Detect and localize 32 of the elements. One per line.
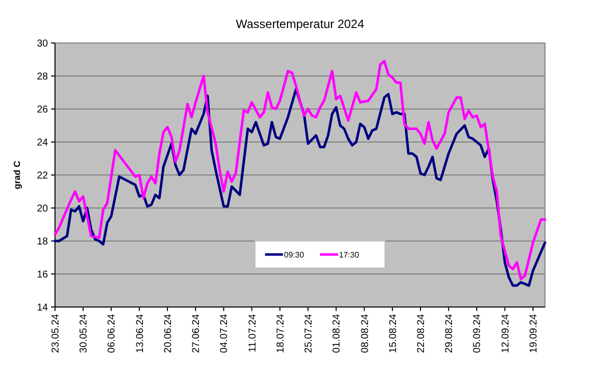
x-tick-label: 08.08.24	[360, 314, 371, 353]
y-tick-label: 16	[36, 270, 48, 280]
y-tick-label: 14	[36, 302, 48, 314]
x-tick-label: 13.06.24	[134, 314, 146, 353]
x-tick-label: 25.07.24	[304, 314, 315, 353]
x-tick-label: 12.09.24	[500, 314, 512, 353]
x-tick-label: 20.06.24	[162, 314, 174, 353]
x-tick-label: 15.08.24	[388, 314, 399, 353]
x-tick-label: 04.07.24	[219, 314, 230, 353]
y-tick-label: 20	[36, 204, 48, 214]
line-series	[54, 60, 546, 280]
x-tick-label: 19.09.24	[528, 314, 540, 353]
x-tick-label: 01.08.24	[332, 314, 343, 353]
y-axis-title: grad C	[12, 160, 22, 190]
x-tick-label: 29.08.24	[444, 314, 456, 353]
chart-title: Wassertemperatur 2024	[236, 17, 364, 31]
x-tick-label: 22.08.24	[416, 314, 427, 353]
x-tick-label: 06.06.24	[106, 314, 118, 353]
x-tick-label: 11.07.24	[247, 314, 258, 352]
x-tick-label: 05.09.24	[472, 314, 484, 353]
x-tick-label: 27.06.24	[191, 314, 202, 353]
legend-label: 09:30	[284, 250, 305, 260]
y-tick-label: 30	[36, 38, 48, 50]
y-tick-label: 24	[36, 138, 48, 148]
legend-label: 17:30	[339, 250, 360, 260]
x-tick-label: 18.07.24	[275, 314, 286, 353]
y-tick-label: 18	[36, 236, 48, 248]
y-tick-label: 26	[36, 104, 48, 116]
y-tick-label: 22	[36, 170, 48, 182]
y-tick-label: 28	[36, 72, 48, 82]
x-tick-label: 23.05.24	[50, 314, 62, 353]
x-tick-label: 30.05.24	[78, 314, 90, 353]
